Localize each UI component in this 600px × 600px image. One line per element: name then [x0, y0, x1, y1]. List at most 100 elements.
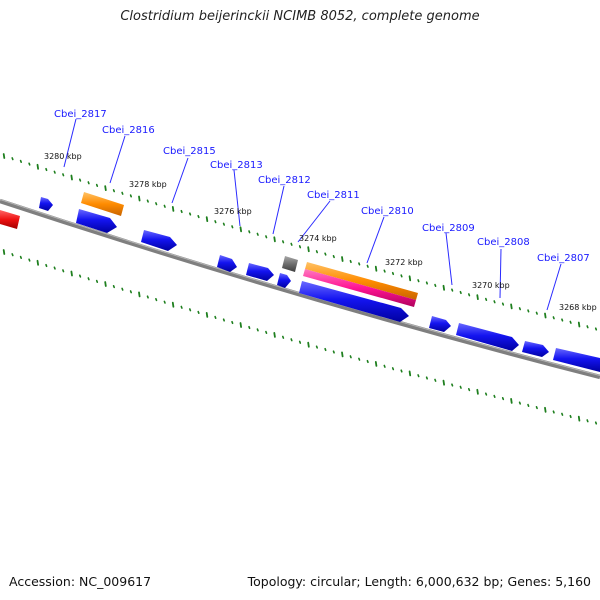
outer-ruler-tick-minor	[281, 240, 285, 244]
outer-ruler-tick-major	[171, 205, 175, 212]
cds-cbei-2813	[217, 255, 237, 272]
inner-ruler-tick-major	[36, 259, 39, 266]
other-feature-cbei-2812	[282, 256, 298, 272]
outer-ruler-tick-minor	[121, 191, 124, 195]
inner-ruler-tick-minor	[324, 347, 327, 352]
ruler-label-3270: 3270 kbp	[472, 281, 510, 290]
outer-ruler-tick-minor	[112, 189, 115, 193]
gene-label-cbei-2816: Cbei_2816	[102, 125, 155, 136]
outer-ruler-tick-minor	[349, 259, 352, 264]
outer-ruler-tick-minor	[248, 230, 251, 234]
inner-ruler-tick-minor	[231, 320, 234, 325]
outer-ruler-tick-major	[544, 312, 547, 319]
outer-ruler-tick-minor	[391, 271, 395, 276]
outer-ruler-tick-minor	[425, 281, 429, 285]
ruler-label-3280: 3280 kbp	[44, 152, 82, 161]
outer-ruler-tick-minor	[180, 209, 183, 214]
inner-ruler-tick-major	[273, 331, 276, 338]
outer-ruler-tick-minor	[129, 194, 132, 198]
inner-ruler-tick-minor	[518, 401, 522, 405]
inner-ruler-tick-minor	[95, 279, 99, 284]
cds-cbei-2807b	[553, 348, 600, 372]
ruler-label-3268: 3268 kbp	[559, 303, 597, 312]
inner-ruler-tick-minor	[87, 277, 90, 281]
outer-ruler-tick-minor	[527, 309, 530, 313]
inner-ruler-tick-minor	[484, 392, 488, 396]
inner-ruler-tick-minor	[501, 396, 505, 401]
gene-label-cbei-2815: Cbei_2815	[163, 146, 216, 157]
outer-ruler-tick-minor	[594, 327, 598, 331]
outer-ruler-tick-major	[408, 275, 412, 282]
inner-ruler-tick-minor	[62, 269, 65, 273]
inner-ruler-tick-minor	[434, 378, 437, 382]
gene-label-leaders	[63, 118, 562, 311]
inner-ruler-tick-minor	[121, 287, 124, 291]
outer-ruler-tick-minor	[467, 293, 471, 297]
inner-ruler-tick-minor	[569, 414, 572, 419]
inner-ruler-tick-major	[341, 351, 344, 358]
rrna-cbei-2816	[81, 192, 124, 216]
inner-ruler-tick-minor	[112, 284, 115, 289]
gene-label-cbei-2810: Cbei_2810	[361, 206, 414, 217]
outer-ruler-tick-minor	[451, 288, 454, 292]
inner-ruler-tick-minor	[45, 263, 48, 268]
outer-ruler-tick-major	[510, 303, 513, 310]
inner-ruler-tick-major	[171, 301, 175, 308]
inner-ruler-tick-major	[307, 341, 310, 348]
inner-ruler-tick-minor	[53, 266, 56, 270]
inner-ruler-tick-major	[577, 415, 581, 422]
inner-ruler-tick-major	[510, 397, 513, 404]
outer-ruler-tick-minor	[11, 157, 14, 161]
gene-label-cbei-2813: Cbei_2813	[210, 160, 263, 171]
outer-ruler-tick-minor	[366, 264, 369, 268]
outer-ruler-tick-minor	[493, 300, 496, 304]
trna-cbei-2810	[303, 269, 416, 307]
inner-ruler-tick-minor	[19, 255, 23, 260]
inner-ruler-tick-minor	[332, 350, 335, 354]
cds-cbei-2817	[39, 197, 53, 211]
outer-ruler-tick-minor	[62, 173, 65, 177]
inner-ruler-tick-minor	[214, 315, 217, 320]
outer-ruler-tick-major	[70, 174, 73, 181]
outer-ruler-tick-minor	[45, 167, 48, 172]
outer-ruler-tick-major	[2, 153, 6, 159]
gene-label-cbei-2811: Cbei_2811	[307, 190, 360, 201]
outer-ruler-tick-minor	[53, 170, 56, 174]
outer-ruler-tick-minor	[586, 325, 589, 329]
outer-ruler-tick-minor	[484, 297, 488, 302]
map-title: Clostridium beijerinckii NCIMB 8052, com…	[120, 9, 480, 24]
inner-ruler-tick-minor	[552, 410, 555, 414]
outer-ruler-tick-minor	[87, 181, 90, 185]
inner-ruler-tick-minor	[180, 305, 183, 309]
inner-ruler-tick-minor	[417, 374, 420, 378]
inner-ruler-tick-major	[442, 379, 446, 386]
inner-ruler-tick-minor	[146, 295, 149, 299]
outer-ruler-tick-minor	[19, 159, 23, 163]
inner-ruler-tick-minor	[535, 405, 538, 410]
cds-cbei-2811	[299, 281, 409, 322]
cds-cbei-2816	[76, 209, 117, 233]
outer-ruler-tick-minor	[298, 245, 302, 249]
cds-cbei-2808	[456, 323, 519, 351]
inner-ruler-tick-minor	[586, 419, 589, 423]
outer-ruler-tick-minor	[256, 232, 259, 236]
outer-ruler-tick-major	[374, 265, 378, 272]
outer-ruler-tick-major	[442, 284, 446, 291]
inner-ruler-tick-major	[2, 249, 6, 255]
gene-label-cbei-2808: Cbei_2808	[477, 237, 530, 248]
outer-ruler-tick-minor	[146, 199, 149, 203]
inner-ruler-tick-minor	[256, 328, 259, 332]
inner-ruler-tick-major	[239, 322, 243, 328]
outer-ruler-tick-minor	[569, 320, 572, 324]
outer-ruler-tick-minor	[518, 307, 522, 311]
outer-ruler-tick-major	[138, 195, 141, 202]
outer-ruler-tick-minor	[222, 222, 225, 226]
cds-cbei-2815	[141, 230, 177, 251]
inner-ruler-tick-minor	[400, 369, 403, 373]
inner-ruler-tick-minor	[391, 367, 395, 371]
outer-ruler-tick-minor	[459, 290, 462, 295]
outer-ruler-tick-minor	[95, 183, 99, 187]
inner-ruler-ticks	[2, 249, 598, 425]
inner-ruler-tick-minor	[467, 387, 471, 392]
